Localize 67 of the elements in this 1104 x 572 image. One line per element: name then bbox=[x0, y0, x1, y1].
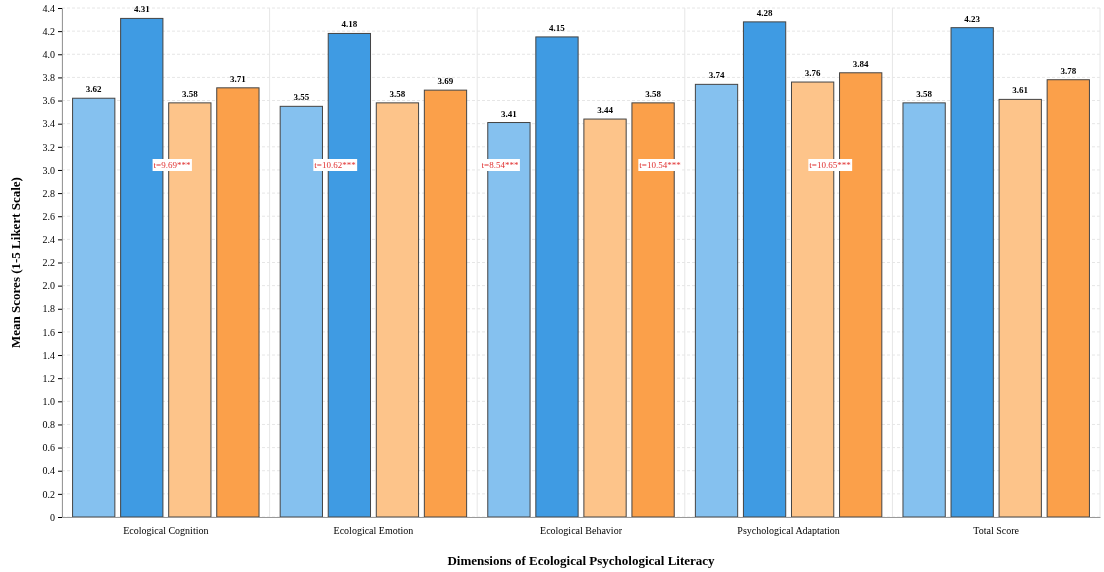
data-label: 3.58 bbox=[916, 88, 933, 99]
bar bbox=[694, 83, 739, 518]
bar bbox=[902, 102, 946, 518]
y-tick-label: 3.8 bbox=[42, 72, 55, 84]
bar bbox=[535, 36, 579, 518]
y-tick-label: 4.2 bbox=[42, 25, 55, 37]
bar bbox=[72, 97, 116, 518]
data-label: 3.58 bbox=[645, 88, 662, 99]
y-tick-label: 2.8 bbox=[42, 187, 55, 199]
y-tick-label: 2.2 bbox=[42, 257, 55, 269]
y-tick-label: 1.8 bbox=[42, 303, 55, 315]
data-label: 3.76 bbox=[804, 68, 821, 79]
data-label: 3.55 bbox=[293, 92, 310, 103]
data-label: 3.69 bbox=[437, 76, 454, 87]
bar bbox=[1046, 79, 1090, 518]
x-tick-label: Ecological Cognition bbox=[123, 525, 209, 536]
y-tick-label: 3.0 bbox=[42, 164, 55, 176]
y-tick-label: 1.4 bbox=[42, 349, 55, 361]
x-tick-label: Ecological Emotion bbox=[333, 525, 414, 536]
bar bbox=[742, 21, 787, 518]
y-tick-label: 3.2 bbox=[42, 141, 55, 153]
y-tick-label: 1.2 bbox=[42, 372, 55, 384]
x-tick-label: Total Score bbox=[973, 525, 1020, 536]
data-label: 3.44 bbox=[597, 105, 614, 116]
data-label: 3.74 bbox=[708, 70, 725, 81]
data-label: 3.61 bbox=[1012, 85, 1029, 96]
x-axis-title: Dimensions of Ecological Psychological Literacy bbox=[447, 553, 716, 568]
y-tick-label: 1.6 bbox=[42, 326, 55, 338]
data-label: 4.31 bbox=[133, 4, 151, 15]
bar bbox=[423, 89, 468, 518]
y-tick-label: 0 bbox=[50, 511, 55, 523]
y-tick-label: 3.4 bbox=[42, 118, 55, 130]
data-label: 3.58 bbox=[389, 88, 406, 99]
annotation: t=10.62*** bbox=[314, 160, 357, 170]
annotation: t=10.65*** bbox=[809, 160, 852, 170]
y-tick-label: 2.0 bbox=[42, 280, 55, 292]
data-label: 3.78 bbox=[1060, 65, 1077, 76]
y-axis-title: Mean Scores (1-5 Likert Scale) bbox=[8, 177, 23, 348]
data-label: 4.15 bbox=[549, 22, 566, 33]
data-label: 4.28 bbox=[756, 7, 773, 18]
y-tick-label: 3.6 bbox=[42, 95, 55, 107]
x-tick-label: Psychological Adaptation bbox=[737, 525, 840, 536]
bar bbox=[583, 118, 627, 518]
data-label: 3.84 bbox=[852, 58, 870, 69]
y-tick-label: 0.4 bbox=[42, 465, 55, 477]
bar bbox=[375, 102, 420, 518]
y-tick-label: 4.0 bbox=[42, 48, 55, 60]
data-label: 4.18 bbox=[341, 19, 358, 30]
annotation: t=8.54*** bbox=[481, 160, 519, 170]
annotation: t=9.69*** bbox=[153, 160, 191, 170]
bar bbox=[216, 87, 260, 518]
bar bbox=[950, 27, 994, 518]
data-label: 3.71 bbox=[230, 73, 247, 84]
data-label: 3.41 bbox=[501, 108, 518, 119]
y-tick-label: 2.6 bbox=[42, 210, 55, 222]
y-tick-label: 0.6 bbox=[42, 442, 55, 454]
data-label: 4.23 bbox=[964, 13, 981, 24]
data-label: 3.58 bbox=[181, 88, 199, 99]
annotation: t=10.54*** bbox=[639, 160, 682, 170]
x-tick-label: Ecological Behavior bbox=[540, 525, 623, 536]
y-tick-label: 0.2 bbox=[42, 488, 55, 500]
y-tick-label: 4.4 bbox=[42, 2, 55, 14]
y-tick-label: 1.0 bbox=[42, 396, 55, 408]
bar bbox=[998, 98, 1042, 518]
y-tick-label: 2.4 bbox=[42, 234, 55, 246]
y-tick-label: 0.8 bbox=[42, 419, 55, 431]
data-label: 3.62 bbox=[85, 84, 103, 95]
